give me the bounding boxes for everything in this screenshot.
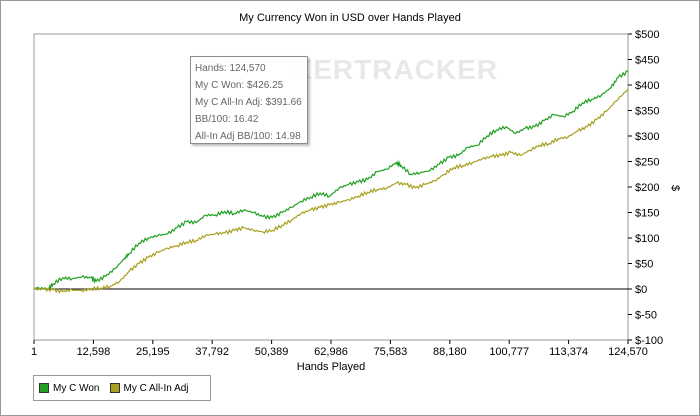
legend-swatch-allin-adj: [109, 383, 120, 393]
y-tick-label: $-100: [635, 335, 663, 347]
y-tick-label: $250: [635, 157, 659, 169]
y-tick-label: $150: [635, 208, 659, 220]
y-tick-label: $450: [635, 55, 659, 67]
x-tick-label: 100,777: [489, 346, 529, 358]
y-tick-label: $500: [635, 29, 659, 41]
x-tick-label: 113,374: [549, 346, 588, 358]
x-axis-label: Hands Played: [297, 361, 366, 373]
watermark-text: KERTRACKER: [292, 54, 498, 85]
series-line-won: [33, 70, 629, 291]
y-tick-label: $-50: [635, 310, 657, 322]
y-tick-label: $50: [635, 259, 653, 271]
y-tick-label: $0: [635, 284, 647, 296]
legend-label-won: My C Won: [53, 382, 100, 394]
y-tick-label: $100: [635, 233, 659, 245]
series-layer: [33, 70, 629, 294]
x-tick-label: 124,570: [608, 346, 648, 358]
legend-label-allin-adj: My C All-In Adj: [123, 382, 189, 394]
hover-tooltip: Hands: 124,570 My C Won: $426.25 My C Al…: [190, 56, 308, 144]
x-tick-label: 75,583: [374, 346, 408, 358]
y-tick-label: $300: [635, 131, 659, 143]
legend-swatch-won: [39, 383, 49, 393]
tooltip-allin-adj: My C All-In Adj: $391.66: [195, 97, 302, 108]
series-line-allin-adj: [33, 88, 629, 294]
x-tick-label: 62,986: [314, 346, 348, 358]
tooltip-won: My C Won: $426.25: [195, 80, 284, 91]
y-tick-label: $400: [635, 80, 659, 92]
x-tick-label: 1: [31, 346, 37, 358]
x-tick-label: 50,389: [255, 346, 289, 358]
legend-item-allin-adj[interactable]: My C All-In Adj: [109, 382, 189, 394]
chart-title: My Currency Won in USD over Hands Played: [239, 12, 461, 24]
y-tick-label: $350: [635, 106, 659, 118]
chart-legend: My C Won My C All-In Adj: [33, 375, 211, 401]
tooltip-bb100: BB/100: 16.42: [195, 114, 259, 125]
x-tick-label: 25,195: [136, 346, 170, 358]
y-axis-ticks: $500 $450 $400 $350 $300 $250 $200 $150 $100 $50 $…: [628, 29, 663, 347]
x-tick-label: 12,598: [77, 346, 111, 358]
x-tick-label: 37,792: [195, 346, 229, 358]
y-axis-label: $: [669, 185, 681, 191]
x-axis-ticks: 1 12,598 25,195 37,792 50,389 62,986 75,583 88,…: [31, 340, 648, 358]
tooltip-allin-bb100: All-In Adj BB/100: 14.98: [195, 131, 301, 142]
y-tick-label: $200: [635, 182, 659, 194]
legend-item-won[interactable]: My C Won: [39, 383, 100, 394]
x-tick-label: 88,180: [433, 346, 467, 358]
tooltip-hands: Hands: 124,570: [195, 63, 266, 74]
